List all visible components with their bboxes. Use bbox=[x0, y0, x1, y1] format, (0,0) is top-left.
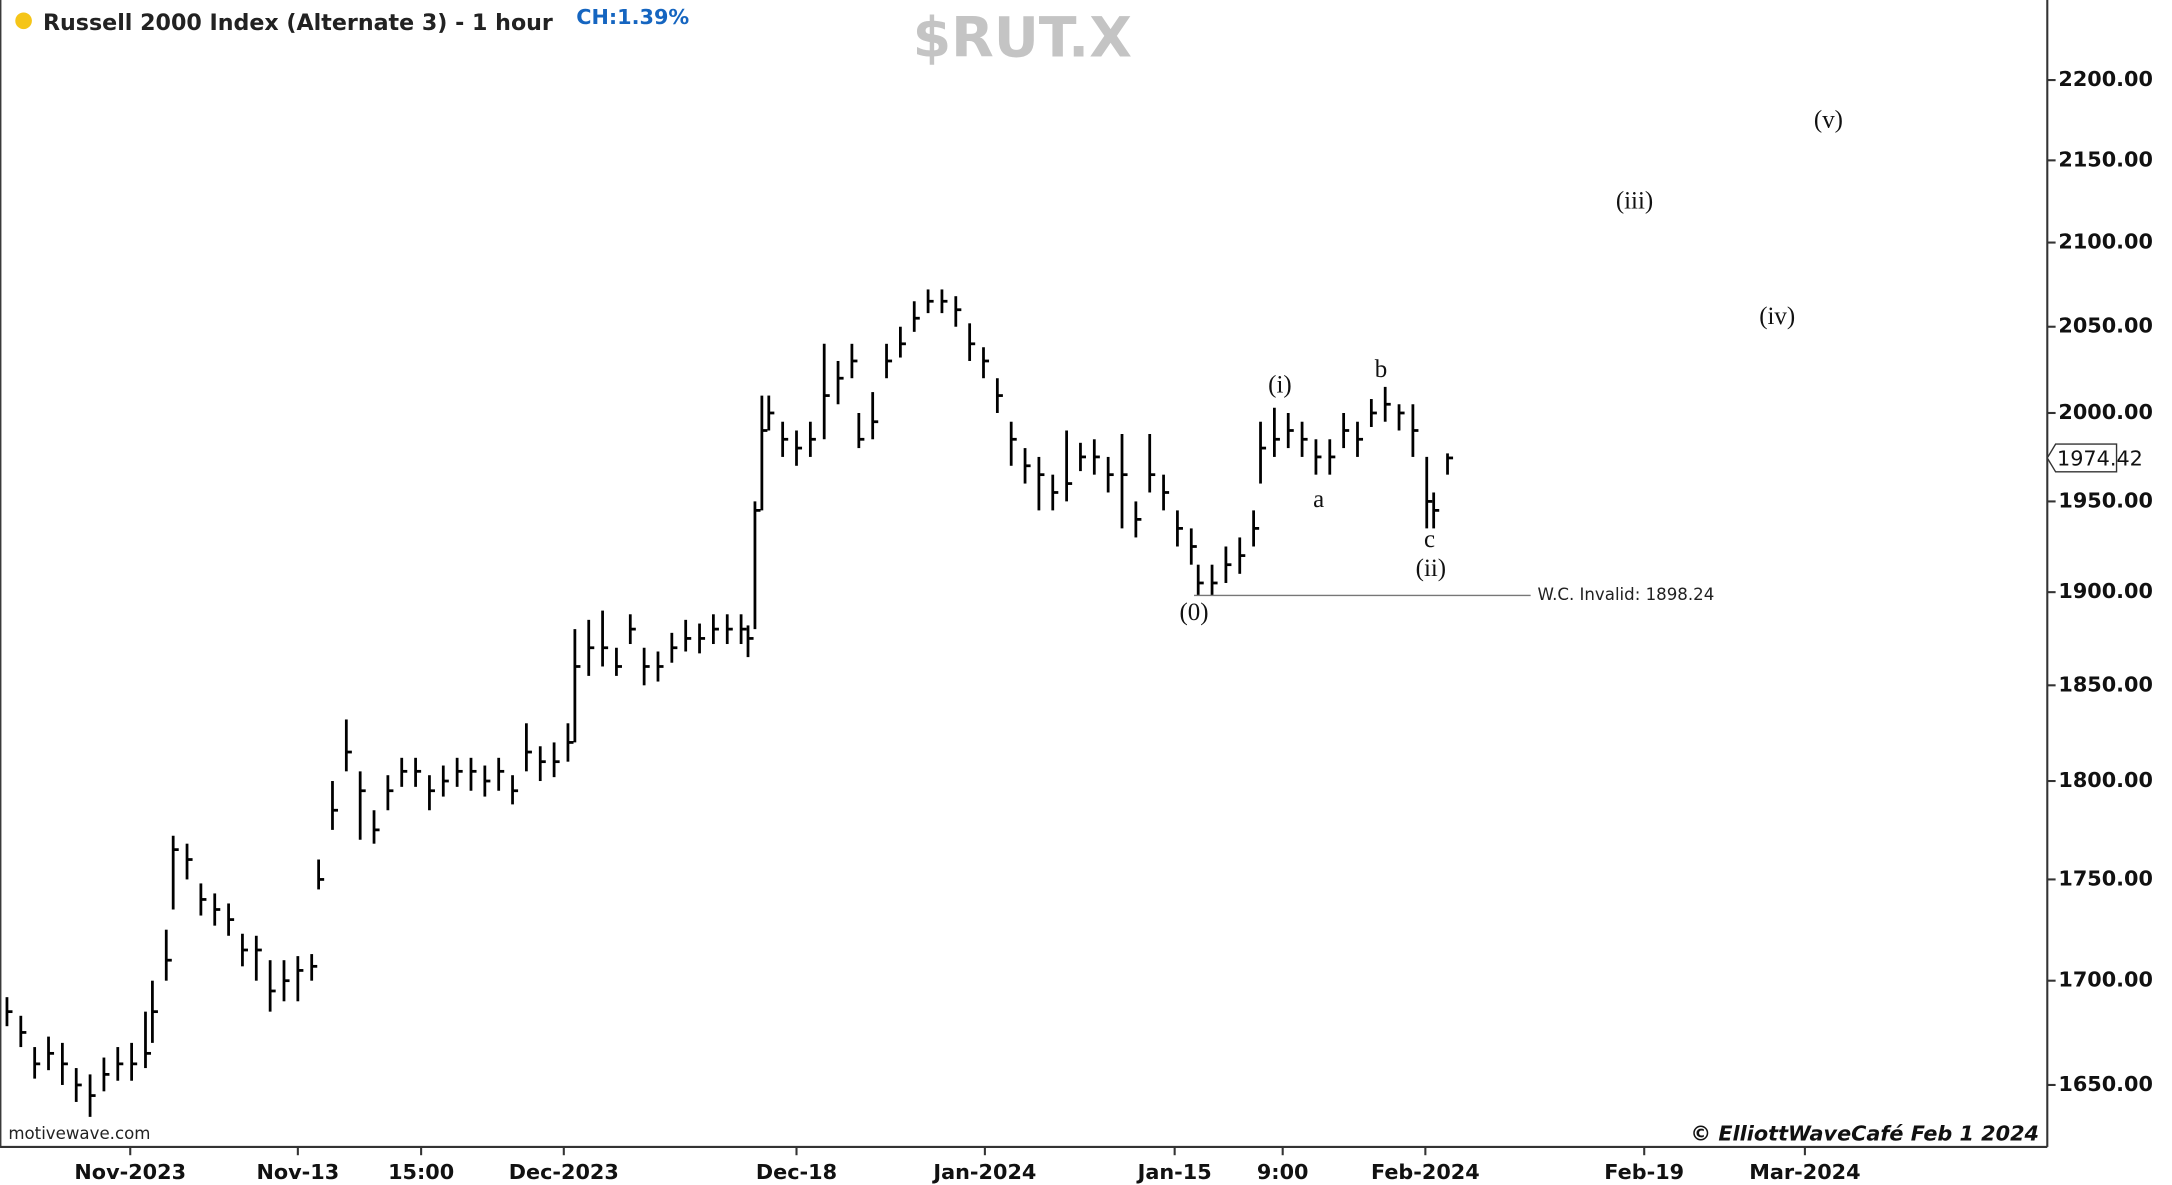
y-tick-label: 1700.00 bbox=[2058, 968, 2153, 992]
x-tick-label: 9:00 bbox=[1257, 1160, 1309, 1184]
y-tick-label: 2000.00 bbox=[2058, 400, 2153, 424]
wave-label: (v) bbox=[1814, 106, 1843, 133]
x-tick-label: Nov-2023 bbox=[74, 1160, 186, 1184]
status-dot bbox=[15, 12, 32, 30]
y-tick-label: 2200.00 bbox=[2058, 67, 2153, 91]
x-tick-label: Dec-18 bbox=[756, 1160, 837, 1184]
x-tick-label: Feb-2024 bbox=[1371, 1160, 1480, 1184]
last-price-label: 1974.42 bbox=[2057, 446, 2143, 470]
x-tick-label: 15:00 bbox=[388, 1160, 454, 1184]
y-tick-label: 1850.00 bbox=[2058, 672, 2153, 696]
wave-label: (iv) bbox=[1759, 303, 1795, 330]
wave-label: (i) bbox=[1268, 372, 1292, 399]
copyright: © ElliottWaveCafé Feb 1 2024 bbox=[1690, 1121, 2039, 1145]
wave-label: b bbox=[1375, 356, 1387, 383]
wave-label: (ii) bbox=[1416, 555, 1446, 582]
wave-label: a bbox=[1313, 486, 1324, 513]
x-tick-label: Nov-13 bbox=[256, 1160, 339, 1184]
x-tick-label: Jan-15 bbox=[1136, 1160, 1212, 1184]
change-label: CH:1.39% bbox=[576, 5, 689, 29]
y-tick-label: 2100.00 bbox=[2058, 230, 2153, 254]
x-tick-label: Dec-2023 bbox=[509, 1160, 619, 1184]
y-tick-label: 1950.00 bbox=[2058, 488, 2153, 512]
y-tick-label: 1900.00 bbox=[2058, 579, 2153, 603]
x-tick-label: Jan-2024 bbox=[931, 1160, 1036, 1184]
y-tick-label: 2150.00 bbox=[2058, 147, 2153, 171]
y-tick-label: 1650.00 bbox=[2058, 1072, 2153, 1096]
wave-label: (0) bbox=[1180, 599, 1209, 626]
source-label: motivewave.com bbox=[8, 1124, 150, 1143]
y-tick-label: 1800.00 bbox=[2058, 768, 2153, 792]
y-tick-label: 1750.00 bbox=[2058, 866, 2153, 890]
wave-label: c bbox=[1424, 526, 1435, 553]
last-price-box bbox=[2046, 443, 2118, 473]
wave-label: (iii) bbox=[1616, 188, 1653, 215]
x-tick-label: Mar-2024 bbox=[1749, 1160, 1860, 1184]
x-tick-label: Feb-19 bbox=[1604, 1160, 1684, 1184]
chart-title: Russell 2000 Index (Alternate 3) - 1 hou… bbox=[43, 10, 553, 36]
invalidation-label: W.C. Invalid: 1898.24 bbox=[1538, 585, 1715, 604]
symbol-watermark: $RUT.X bbox=[913, 7, 1132, 71]
y-tick-label: 2050.00 bbox=[2058, 314, 2153, 338]
